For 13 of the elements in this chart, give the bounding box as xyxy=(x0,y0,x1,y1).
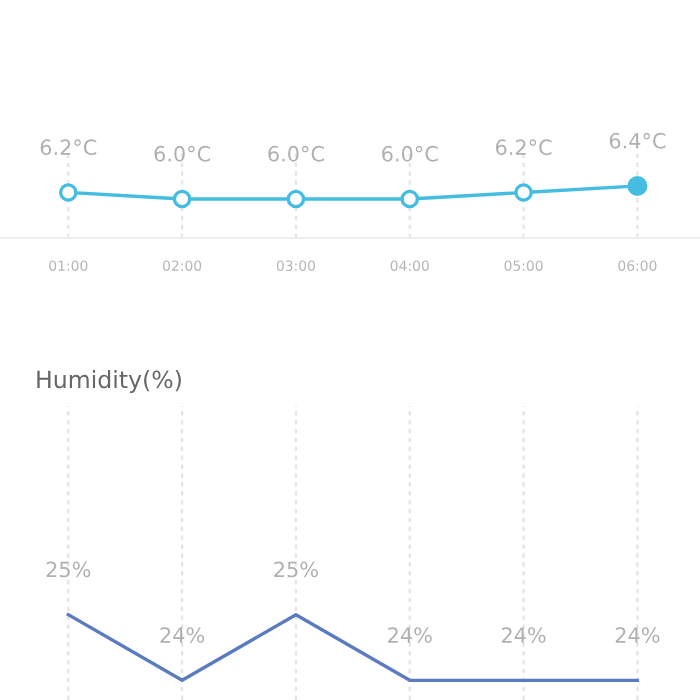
data-label: 6.2°C xyxy=(495,139,552,156)
data-label: 24% xyxy=(388,627,432,643)
data-label: 6.2°C xyxy=(40,139,97,156)
data-label: 6.0°C xyxy=(154,145,211,162)
data-label: 24% xyxy=(501,627,546,643)
data-label: 25% xyxy=(274,561,318,578)
data-label: 6.0°C xyxy=(268,145,324,162)
data-label: 24% xyxy=(160,627,205,643)
data-label: 6.0°C xyxy=(382,145,438,162)
chart-title: Humidity(%) xyxy=(37,370,181,393)
data-label: 24% xyxy=(615,627,660,643)
data-label: 6.4°C xyxy=(609,132,666,149)
data-label: 25% xyxy=(46,561,91,578)
